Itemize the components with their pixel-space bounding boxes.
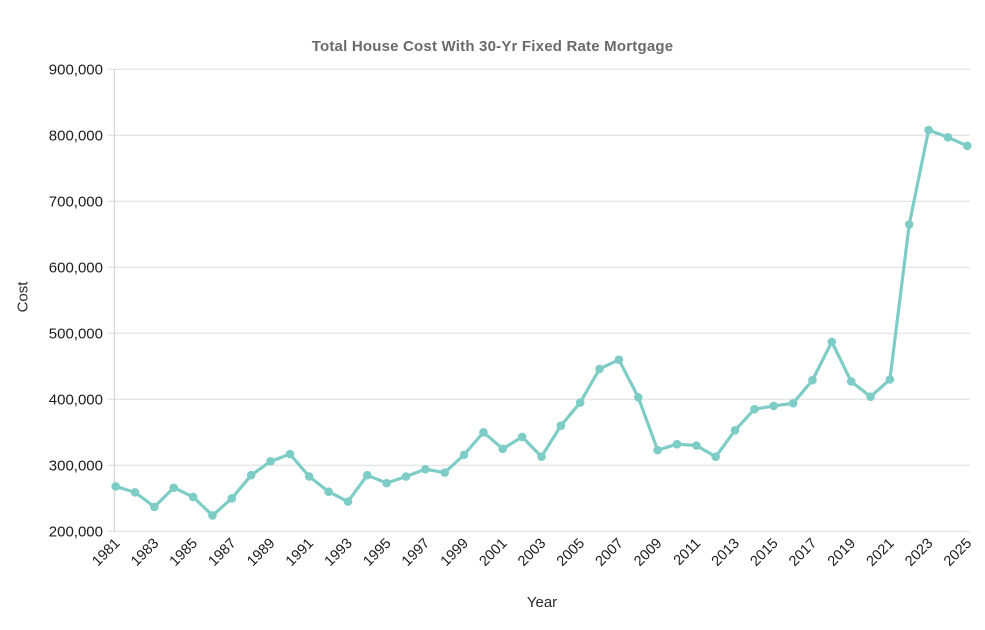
x-tick-label: 1995: [360, 536, 394, 570]
y-tick-label: 300,000: [49, 457, 103, 474]
data-point: [575, 398, 585, 407]
data-point: [382, 478, 391, 488]
data-point: [479, 428, 488, 437]
y-tick-label: 700,000: [49, 193, 103, 210]
x-tick-label: 1983: [128, 536, 162, 570]
data-point: [769, 401, 779, 411]
x-tick-label: 2025: [941, 536, 975, 570]
data-point: [730, 426, 740, 435]
data-point: [943, 132, 953, 142]
x-tick-label: 2013: [709, 536, 743, 570]
data-point: [440, 468, 450, 477]
data-point: [924, 125, 933, 135]
data-point: [595, 364, 604, 374]
x-tick-label: 2015: [747, 536, 781, 570]
data-point: [498, 444, 508, 454]
data-point: [227, 494, 237, 503]
data-point: [866, 392, 875, 401]
data-point: [537, 452, 546, 462]
data-point: [169, 483, 179, 493]
data-point: [266, 457, 275, 466]
data-point: [304, 472, 314, 481]
x-tick-label: 2005: [554, 536, 588, 570]
x-tick-label: 1985: [167, 536, 201, 570]
data-point: [363, 470, 372, 480]
data-point: [111, 482, 120, 491]
x-tick-label: 2021: [864, 536, 898, 570]
data-point: [324, 487, 333, 497]
x-tick-label: 2011: [671, 536, 704, 569]
data-point: [459, 450, 469, 460]
data-point: [285, 449, 295, 459]
data-point: [556, 421, 566, 431]
x-tick-label: 1993: [322, 536, 356, 570]
x-tick-label: 2007: [593, 536, 627, 570]
data-point: [750, 404, 759, 414]
x-tick-label: 1999: [438, 536, 472, 570]
data-point: [672, 439, 682, 449]
data-point: [808, 375, 817, 385]
data-point: [846, 377, 856, 386]
data-point: [692, 441, 701, 450]
data-point: [517, 432, 527, 442]
data-point: [130, 488, 140, 497]
x-tick-label: 2023: [902, 536, 936, 570]
data-point: [963, 141, 972, 151]
x-tick-label: 1981: [89, 536, 123, 570]
data-point: [904, 220, 914, 229]
x-tick-label: 2009: [631, 536, 665, 570]
y-tick-label: 500,000: [49, 325, 103, 342]
data-point: [633, 393, 643, 402]
x-tick-label: 1997: [399, 536, 433, 570]
x-tick-label: 1987: [206, 536, 240, 570]
x-tick-label: 1991: [283, 536, 317, 570]
y-tick-label: 200,000: [49, 523, 103, 540]
chart-title: Total House Cost With 30-Yr Fixed Rate M…: [311, 38, 674, 55]
data-point: [246, 470, 256, 480]
x-axis-title: Year: [526, 594, 558, 611]
data-point: [343, 497, 353, 506]
data-point: [614, 355, 624, 365]
x-tick-label: 2001: [476, 536, 510, 570]
data-point: [827, 337, 837, 347]
data-point: [711, 452, 720, 462]
y-tick-label: 600,000: [49, 259, 103, 276]
y-tick-label: 400,000: [49, 391, 103, 408]
data-point: [401, 472, 411, 481]
x-tick-label: 1989: [244, 536, 278, 570]
y-tick-label: 800,000: [49, 127, 103, 144]
data-point: [188, 492, 198, 502]
y-tick-label: 900,000: [49, 61, 103, 78]
data-point: [653, 445, 662, 455]
data-point: [885, 375, 895, 384]
x-tick-label: 2019: [825, 536, 859, 570]
data-point: [150, 502, 159, 512]
x-tick-label: 2003: [515, 536, 549, 570]
data-point: [208, 511, 217, 520]
data-point: [421, 464, 430, 474]
x-tick-label: 2017: [786, 536, 820, 570]
data-point: [788, 398, 798, 408]
